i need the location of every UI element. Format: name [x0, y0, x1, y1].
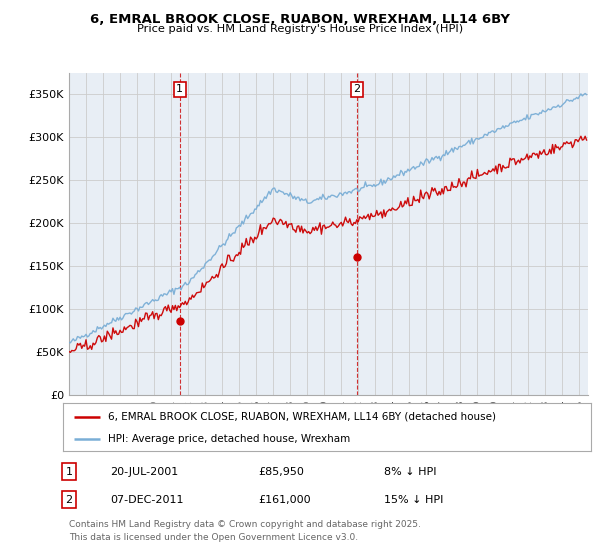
Text: HPI: Average price, detached house, Wrexham: HPI: Average price, detached house, Wrex… — [108, 434, 350, 444]
Text: 20-JUL-2001: 20-JUL-2001 — [110, 466, 178, 477]
Text: 2: 2 — [353, 84, 361, 94]
Text: 1: 1 — [176, 84, 183, 94]
Text: 2: 2 — [65, 494, 73, 505]
Text: 07-DEC-2011: 07-DEC-2011 — [110, 494, 184, 505]
Text: 15% ↓ HPI: 15% ↓ HPI — [384, 494, 443, 505]
Text: 6, EMRAL BROOK CLOSE, RUABON, WREXHAM, LL14 6BY: 6, EMRAL BROOK CLOSE, RUABON, WREXHAM, L… — [90, 13, 510, 26]
Text: £85,950: £85,950 — [258, 466, 304, 477]
Text: 6, EMRAL BROOK CLOSE, RUABON, WREXHAM, LL14 6BY (detached house): 6, EMRAL BROOK CLOSE, RUABON, WREXHAM, L… — [108, 412, 496, 422]
Text: 8% ↓ HPI: 8% ↓ HPI — [384, 466, 437, 477]
Text: This data is licensed under the Open Government Licence v3.0.: This data is licensed under the Open Gov… — [69, 533, 358, 542]
Text: Contains HM Land Registry data © Crown copyright and database right 2025.: Contains HM Land Registry data © Crown c… — [69, 520, 421, 529]
Text: Price paid vs. HM Land Registry's House Price Index (HPI): Price paid vs. HM Land Registry's House … — [137, 24, 463, 34]
Text: £161,000: £161,000 — [258, 494, 311, 505]
Text: 1: 1 — [65, 466, 73, 477]
